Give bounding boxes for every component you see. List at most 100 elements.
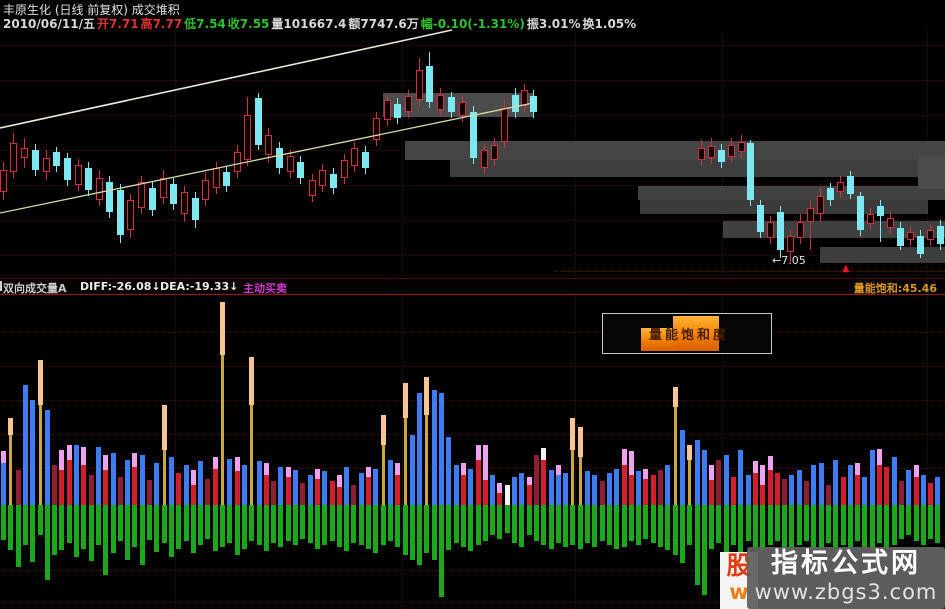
- panel-separator-dots: [555, 271, 945, 272]
- volume-bar-cap: [213, 457, 218, 469]
- volume-bar-up: [351, 485, 356, 505]
- volume-bar-cap: [673, 387, 678, 407]
- volume-bar-up: [286, 477, 291, 505]
- volume-bar-down: [921, 505, 926, 545]
- candle: [728, 145, 735, 157]
- candle: [917, 236, 924, 254]
- volume-bar-up: [184, 465, 189, 505]
- volume-bar-up: [293, 470, 298, 505]
- volume-bar-up: [935, 477, 940, 505]
- candle-wick: [880, 200, 881, 242]
- volume-bar-up: [651, 475, 656, 505]
- volume-bar-down: [753, 505, 758, 547]
- volume-bar-up: [811, 465, 816, 505]
- volume-bar-down: [505, 505, 510, 533]
- volume-bar-cap: [264, 463, 269, 475]
- volume-bar-down: [439, 505, 444, 597]
- volume-bar-up: [782, 479, 787, 505]
- volume-bar-cap: [629, 451, 634, 475]
- vertical-gridline: [575, 30, 576, 609]
- volume-bar-up: [497, 493, 502, 505]
- volume-bar-up: [30, 400, 35, 505]
- quote-info-segment: 2010/06/11/五: [3, 17, 95, 31]
- volume-bar-cap: [855, 463, 860, 475]
- volume-bar-up: [163, 450, 166, 505]
- horizontal-gridline: [0, 570, 945, 571]
- volume-bar-up: [906, 470, 911, 505]
- volume-bar-up: [1, 463, 6, 505]
- volume-bar-down: [184, 505, 189, 541]
- volume-bar-up: [169, 457, 174, 505]
- candle: [53, 152, 60, 166]
- volume-bar-cap: [235, 457, 240, 471]
- volume-bar-down: [8, 505, 13, 550]
- volume-bar-down: [315, 505, 320, 549]
- volume-bar-down: [549, 505, 554, 549]
- volume-bar-down: [67, 505, 72, 543]
- volume-bar-down: [366, 505, 371, 549]
- volume-bar-down: [351, 505, 356, 543]
- volume-bar-down: [585, 505, 590, 543]
- candle: [448, 97, 455, 112]
- volume-bar-cap: [315, 469, 320, 479]
- horizontal-gridline: [0, 185, 945, 186]
- price-low-annotation: ←7.05: [772, 254, 806, 267]
- volume-bar-down: [877, 505, 882, 543]
- volume-bar-up: [512, 477, 517, 505]
- candle: [309, 180, 316, 196]
- volume-bar-up: [797, 470, 802, 505]
- volume-bar-up: [716, 460, 721, 505]
- volume-bar-down: [687, 505, 692, 545]
- volume-bar-up: [410, 435, 415, 505]
- volume-bar-up: [271, 481, 276, 505]
- candle: [907, 232, 914, 240]
- volume-bar-down: [636, 505, 641, 545]
- volume-bar-cap: [768, 456, 773, 470]
- horizontal-gridline: [0, 400, 945, 401]
- volume-bar-down: [651, 505, 656, 543]
- volume-bar-up: [928, 483, 933, 505]
- volume-bar-up: [848, 465, 853, 505]
- site-url: www.zbgs3.com: [754, 580, 938, 604]
- candle: [384, 100, 391, 120]
- volume-bar-up: [746, 475, 751, 505]
- candle: [847, 176, 854, 194]
- candle: [75, 165, 82, 185]
- volume-bar-down: [410, 505, 415, 560]
- volume-bar-up: [549, 470, 554, 505]
- volume-bar-up: [74, 445, 79, 505]
- volume-bar-down: [819, 505, 824, 553]
- candle: [244, 115, 251, 160]
- volume-bar-down: [906, 505, 911, 535]
- volume-bar-up: [607, 473, 612, 505]
- volume-bar-down: [59, 505, 64, 550]
- volume-bar-down: [680, 505, 685, 563]
- volume-bar-down: [607, 505, 612, 545]
- candle: [255, 98, 262, 145]
- volume-bar-up: [322, 471, 327, 505]
- indicator-name[interactable]: 双向成交量A: [3, 282, 67, 295]
- volume-bar-down: [629, 505, 634, 541]
- volume-bar-down: [403, 505, 408, 555]
- volume-bar-down: [519, 505, 524, 547]
- volume-bar-down: [446, 505, 451, 550]
- volume-bar-cap: [286, 467, 291, 477]
- volume-bar-down: [563, 505, 568, 547]
- horizontal-gridline: [0, 434, 945, 435]
- volume-bar-cap: [59, 450, 64, 470]
- saturation-tooltip[interactable]: 量能饱和度: [602, 313, 772, 354]
- volume-bar-down: [760, 505, 765, 551]
- candle: [160, 178, 167, 198]
- volume-bar-down: [870, 505, 875, 551]
- volume-bar-down: [220, 505, 225, 547]
- volume-bar-up: [674, 407, 677, 505]
- strip-edge-tick: [0, 281, 2, 291]
- volume-bar-cap: [38, 360, 43, 405]
- indicator-signal-label: 主动买卖: [243, 282, 287, 295]
- volume-bar-down: [738, 505, 743, 575]
- volume-bar-down: [417, 505, 422, 565]
- candle: [287, 156, 294, 172]
- volume-bar-up: [191, 485, 196, 505]
- candle: [362, 152, 369, 168]
- site-watermark[interactable]: 指标公式网 www.zbgs3.com: [747, 547, 945, 609]
